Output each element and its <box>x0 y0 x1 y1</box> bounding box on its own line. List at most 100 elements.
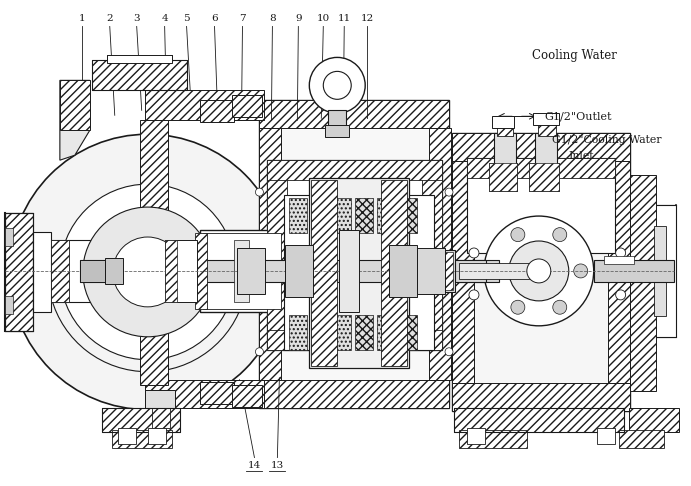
Polygon shape <box>60 80 90 160</box>
Circle shape <box>445 188 453 196</box>
Bar <box>51 240 69 302</box>
Bar <box>377 315 395 350</box>
Circle shape <box>484 216 594 326</box>
Text: G1/2"Outlet: G1/2"Outlet <box>545 111 612 122</box>
Bar <box>629 408 679 432</box>
Bar <box>454 408 624 432</box>
Text: 8: 8 <box>269 14 276 23</box>
Bar <box>140 120 168 385</box>
Bar <box>195 233 207 309</box>
Circle shape <box>469 290 479 300</box>
Bar <box>202 233 281 309</box>
Text: 14: 14 <box>248 461 261 470</box>
Text: 5: 5 <box>183 14 190 23</box>
Circle shape <box>310 57 366 113</box>
Bar <box>285 195 434 350</box>
Circle shape <box>469 248 479 258</box>
Text: 4: 4 <box>161 14 168 23</box>
Bar <box>429 250 455 292</box>
Bar <box>259 380 449 408</box>
Bar <box>144 390 175 412</box>
Bar <box>5 228 13 246</box>
Circle shape <box>574 264 588 278</box>
Circle shape <box>323 71 351 99</box>
Circle shape <box>511 300 525 314</box>
Text: Inlet: Inlet <box>569 151 594 161</box>
Text: G1/2"Cooling Water: G1/2"Cooling Water <box>552 135 661 145</box>
Bar <box>494 133 516 165</box>
Bar <box>452 382 630 411</box>
Bar <box>467 428 485 444</box>
Bar <box>594 260 674 282</box>
Circle shape <box>256 348 263 356</box>
Bar <box>267 160 442 350</box>
Bar <box>164 240 196 302</box>
Bar <box>467 158 615 178</box>
Text: 13: 13 <box>271 461 284 470</box>
Text: 9: 9 <box>295 14 302 23</box>
Text: Cooling Water: Cooling Water <box>532 49 616 62</box>
Bar <box>333 198 351 233</box>
Bar <box>452 161 474 382</box>
Bar <box>267 330 442 350</box>
Bar <box>107 55 171 63</box>
Bar <box>259 128 281 380</box>
Bar <box>452 133 630 411</box>
Bar <box>200 230 285 312</box>
Bar <box>290 198 307 233</box>
Bar <box>117 428 135 444</box>
Bar <box>333 315 351 350</box>
Bar <box>33 232 51 312</box>
Bar <box>355 198 373 233</box>
Bar <box>377 198 395 233</box>
Bar <box>102 408 180 432</box>
Bar <box>92 60 187 90</box>
Bar <box>654 226 665 316</box>
Bar <box>538 118 556 136</box>
Circle shape <box>60 184 236 360</box>
Bar <box>290 315 307 350</box>
Bar <box>232 95 263 117</box>
Bar <box>285 245 313 297</box>
Bar <box>529 163 559 191</box>
Circle shape <box>256 188 263 196</box>
Text: 11: 11 <box>338 14 351 23</box>
Bar <box>489 163 517 191</box>
Bar <box>60 80 90 130</box>
Bar <box>312 198 330 233</box>
Text: 3: 3 <box>133 14 140 23</box>
Circle shape <box>10 134 285 410</box>
Bar <box>238 248 265 294</box>
Bar <box>259 100 449 128</box>
Bar <box>452 133 630 161</box>
Bar <box>5 213 33 331</box>
Bar <box>51 240 149 302</box>
Bar <box>497 120 513 136</box>
Bar <box>492 116 514 128</box>
Bar <box>259 100 449 408</box>
Bar <box>5 213 33 331</box>
Bar <box>489 163 517 191</box>
Circle shape <box>553 300 567 314</box>
Bar <box>389 245 417 297</box>
Bar <box>102 408 180 432</box>
Bar <box>232 385 263 407</box>
Bar <box>431 252 453 290</box>
Bar <box>80 260 105 282</box>
Text: 1: 1 <box>79 14 85 23</box>
Bar <box>459 430 527 448</box>
Bar <box>451 260 486 282</box>
Circle shape <box>511 227 525 242</box>
Circle shape <box>553 227 567 242</box>
Bar <box>399 198 417 233</box>
Circle shape <box>445 348 453 356</box>
Bar <box>328 110 346 128</box>
Text: 12: 12 <box>361 14 374 23</box>
Bar <box>459 263 529 279</box>
Bar <box>399 315 417 350</box>
Bar <box>630 175 656 391</box>
Bar <box>144 90 265 120</box>
Circle shape <box>509 241 569 301</box>
Bar <box>92 60 187 90</box>
Bar <box>200 382 234 404</box>
